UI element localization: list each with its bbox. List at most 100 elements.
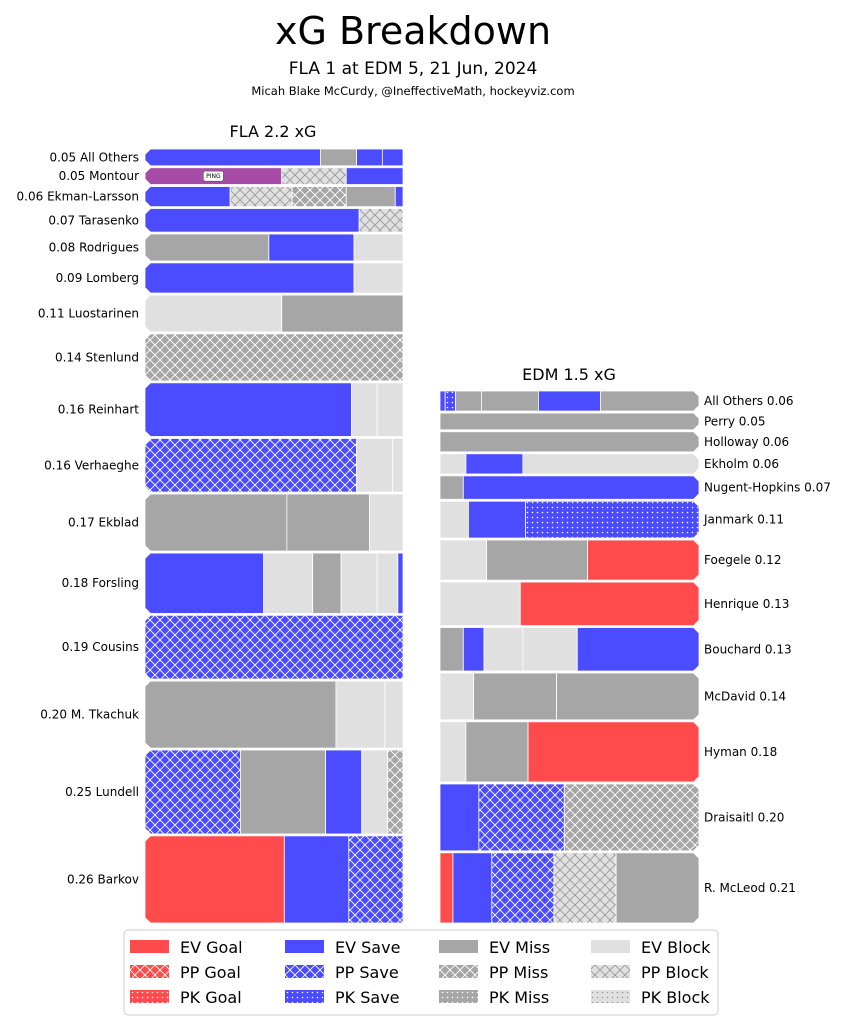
player-label: R. McLeod 0.21	[704, 881, 796, 895]
segment-ev-save	[145, 262, 355, 294]
player-row-draisaitl-0-20: Draisaitl 0.20	[440, 783, 784, 851]
segment-ev-block	[340, 553, 378, 614]
segment-ev-block	[440, 673, 475, 720]
segment-ev-miss	[473, 673, 557, 720]
legend-label: PK Block	[641, 988, 710, 1007]
segment-ev-block	[522, 627, 578, 672]
player-row-janmark-0-11: Janmark 0.11	[440, 501, 784, 539]
player-row-0-18-forsling: 0.18 Forsling	[62, 553, 403, 614]
legend-swatch	[439, 990, 478, 1003]
segment-ev-save	[465, 453, 524, 474]
segment-ev-save	[440, 783, 480, 851]
player-label: 0.14 Stenlund	[55, 350, 139, 364]
player-row-henrique-0-13: Henrique 0.13	[440, 582, 789, 626]
segment-ev-save	[345, 167, 403, 185]
legend-item-ev-goal: EV Goal	[130, 938, 243, 957]
segment-ev-block	[483, 627, 524, 672]
player-label: Holloway 0.06	[704, 435, 789, 449]
shot-bar	[440, 673, 699, 720]
shot-bar	[145, 234, 403, 261]
legend-swatch	[130, 990, 169, 1003]
shot-bar	[145, 382, 403, 437]
legend-item-pp-goal: PP Goal	[130, 963, 241, 982]
legend-label: EV Goal	[180, 938, 243, 957]
segment-ev-block	[440, 721, 467, 782]
legend-frame	[123, 929, 719, 1016]
legend-item-pk-goal: PK Goal	[130, 988, 242, 1007]
player-label: 0.20 M. Tkachuk	[40, 708, 139, 722]
segment-ev-miss	[615, 852, 699, 923]
segment-ev-save	[462, 475, 699, 500]
player-label: 0.26 Barkov	[67, 872, 139, 886]
player-row-foegele-0-12: Foegele 0.12	[440, 540, 781, 581]
player-row-hyman-0-18: Hyman 0.18	[440, 721, 777, 782]
player-label: Draisaitl 0.20	[704, 810, 784, 824]
player-label: Hyman 0.18	[704, 745, 777, 759]
legend-label: PP Miss	[489, 963, 548, 982]
shot-bar	[145, 615, 403, 680]
player-row-0-11-luostarinen: 0.11 Luostarinen	[38, 295, 403, 332]
segment-ev-miss	[486, 540, 589, 581]
player-row-bouchard-0-13: Bouchard 0.13	[440, 627, 792, 672]
segment-pp-save	[491, 852, 555, 923]
segment-ev-save	[268, 234, 355, 261]
shot-bar	[145, 262, 403, 294]
chart-credit: Micah Blake McCurdy, @IneffectiveMath, h…	[251, 84, 574, 98]
player-label: 0.18 Forsling	[62, 576, 139, 590]
player-label: Bouchard 0.13	[704, 642, 792, 656]
segment-ev-goal	[519, 582, 699, 626]
player-label: Henrique 0.13	[704, 597, 789, 611]
player-row-perry-0-05: Perry 0.05	[440, 413, 765, 430]
shot-bar	[440, 453, 699, 474]
legend-item-ev-save: EV Save	[285, 938, 400, 957]
player-row-0-05-montour: PING 0.05 Montour	[59, 167, 403, 185]
segment-ev-miss	[600, 391, 699, 412]
legend-label: PK Save	[335, 988, 400, 1007]
segment-ev-block	[353, 262, 403, 294]
segment-pp-block	[281, 167, 347, 185]
segment-ev-block	[350, 382, 378, 437]
fla-team-label: FLA 2.2 xG	[230, 122, 317, 141]
player-label: 0.06 Ekman-Larsson	[17, 190, 139, 204]
segment-pp-save	[348, 835, 403, 923]
shot-bar	[145, 333, 403, 381]
player-label: Nugent-Hopkins 0.07	[704, 481, 831, 495]
legend-swatch	[285, 965, 324, 978]
player-label: 0.07 Tarasenko	[48, 213, 139, 227]
segment-ev-save	[468, 501, 526, 539]
player-label: 0.25 Lundell	[65, 785, 139, 799]
segment-ev-block	[522, 453, 699, 474]
legend-swatch	[130, 940, 169, 953]
shot-bar	[440, 431, 699, 452]
segment-ev-miss	[440, 413, 699, 430]
segment-ev-save	[538, 391, 601, 412]
shot-bar	[145, 438, 403, 493]
segment-pp-miss	[291, 186, 347, 207]
legend-label: PP Save	[335, 963, 399, 982]
segment-pp-block	[553, 852, 617, 923]
shot-bar	[440, 783, 699, 851]
segment-ev-save	[145, 149, 321, 166]
legend-item-pp-save: PP Save	[285, 963, 399, 982]
legend-item-pp-block: PP Block	[591, 963, 709, 982]
segment-ev-block	[376, 553, 399, 614]
shot-bar	[440, 413, 699, 430]
player-row-0-05-all-others: 0.05 All Others	[49, 149, 403, 166]
segment-pk-save	[525, 501, 699, 539]
player-row-nugent-hopkins-0-07: Nugent-Hopkins 0.07	[440, 475, 831, 500]
segment-ev-block	[369, 494, 403, 552]
segment-pp-save	[478, 783, 565, 851]
player-row-0-16-reinhart: 0.16 Reinhart	[58, 382, 403, 437]
segment-ev-miss	[145, 681, 337, 749]
segment-ev-block	[440, 540, 488, 581]
segment-ev-block	[361, 750, 388, 834]
player-label: All Others 0.06	[704, 394, 794, 408]
legend-swatch	[285, 990, 324, 1003]
edm-player-rows: All Others 0.06 Perry 0.05 Holloway 0.06 Ek…	[440, 391, 831, 923]
segment-ev-block	[384, 681, 403, 749]
player-row-0-25-lundell: 0.25 Lundell	[65, 750, 403, 834]
player-row-0-14-stenlund: 0.14 Stenlund	[55, 333, 403, 381]
segment-ev-save	[381, 149, 403, 166]
player-label: Ekholm 0.06	[704, 457, 779, 471]
segment-ev-save	[356, 149, 383, 166]
